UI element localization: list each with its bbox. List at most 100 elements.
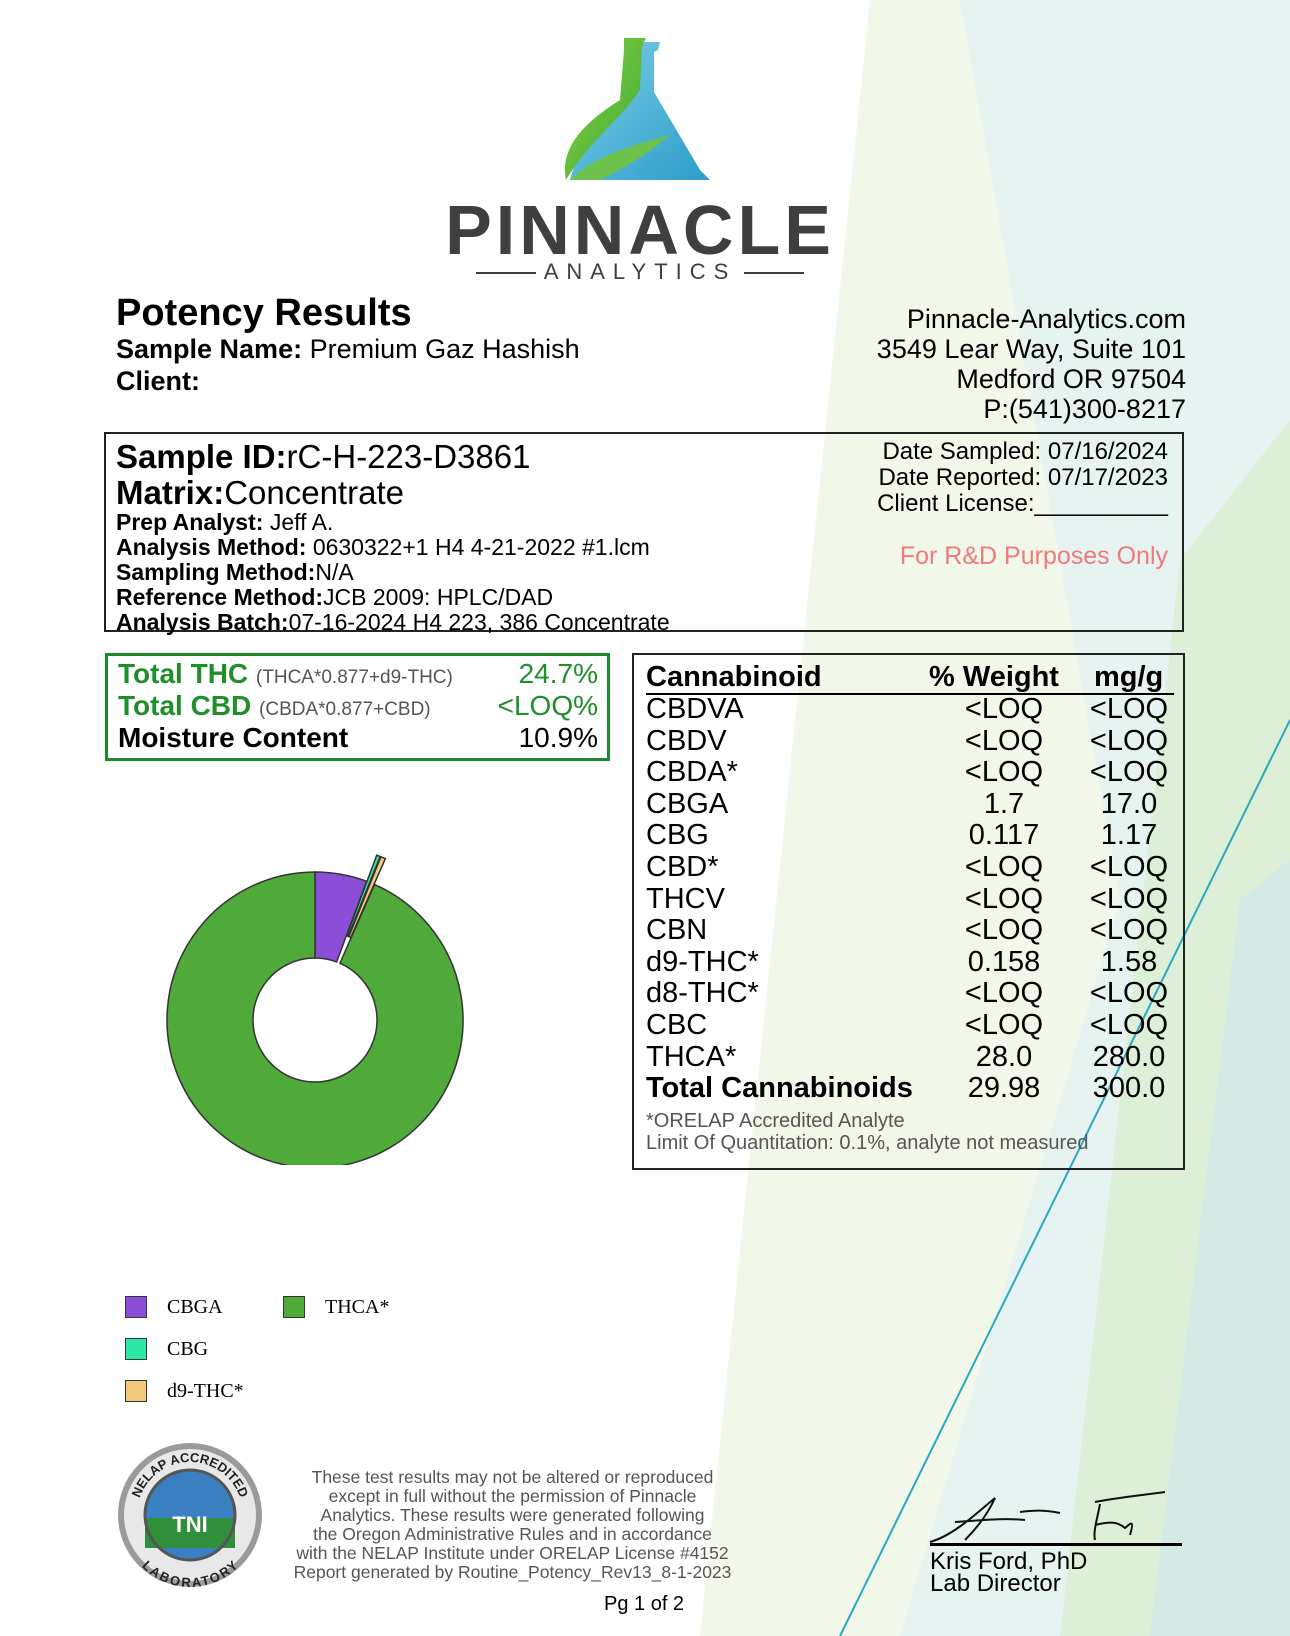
cannabinoid-table: Cannabinoid % Weight mg/g CBDVA <LOQ <LOQ C… [632,653,1185,1170]
sample-id-value: rC-H-223-D3861 [286,438,531,475]
sampling-method-row: Sampling Method:N/A [116,559,354,585]
accredited-note: *ORELAP Accredited Analyte [646,1110,905,1132]
client-row: Client: [116,366,200,397]
signer-name: Kris Ford, PhD [930,1548,1088,1575]
lab-street: 3549 Lear Way, Suite 101 [876,334,1186,364]
cannabinoid-mg: <LOQ [1089,724,1169,757]
reference-method-row: Reference Method:JCB 2009: HPLC/DAD [116,584,554,610]
sample-name-value: Premium Gaz Hashish [309,334,580,364]
sample-info-box: Sample ID:rC-H-223-D3861 Matrix:Concentr… [104,432,1184,635]
matrix-row: Matrix:Concentrate [116,474,404,512]
brand-name: PINNACLE [445,191,835,269]
cannabinoid-mg: <LOQ [1089,977,1169,1010]
cannabinoid-mg: <LOQ [1089,914,1169,947]
cannabinoid-mg: <LOQ [1089,1009,1169,1041]
cannabinoid-weight: 0.158 [967,945,1041,978]
donut-slice-thca [166,871,464,1165]
cannabinoid-mg: <LOQ [1089,882,1169,915]
header-rule [646,693,1174,695]
disclaimer: These test results may not be altered or… [293,1467,732,1582]
date-sampled-value: 07/16/2024 [1047,438,1168,465]
lab-phone: P:(541)300-8217 [983,394,1186,424]
brand-tagline: ANALYTICS [420,258,860,286]
prep-analyst-row: Prep Analyst: Jeff A. [116,509,334,535]
matrix-value: Concentrate [224,474,404,511]
total-mg: 300.0 [1092,1072,1166,1105]
sample-name-row: Sample Name: Premium Gaz Hashish [116,334,580,365]
legend-swatch [125,1296,147,1318]
cannabinoid-mg: <LOQ [1089,756,1169,789]
signature-line [930,1543,1182,1546]
cannabinoid-donut-chart [166,854,464,1165]
cannabinoid-name: CBG [646,819,709,852]
cannabinoid-name: THCA* [646,1040,737,1073]
header-weight: % Weight [929,661,1059,693]
sample-id-label: Sample ID: [116,438,287,475]
cannabinoid-mg: <LOQ [1089,693,1169,725]
loq-note: Limit Of Quantitation: 0.1%, analyte not… [646,1132,1089,1154]
cannabinoid-name: CBC [646,1009,708,1041]
cannabinoid-name: d8-THC* [646,977,759,1010]
client-license-row: Client License:__________ [877,490,1168,517]
total-thc-formula: (THCA*0.877+d9-THC) [255,667,453,688]
seal-center-text: TNI [172,1512,207,1537]
lab-city: Medford OR 97504 [956,364,1186,394]
cannabinoid-weight: <LOQ [964,882,1044,915]
total-label: Total Cannabinoids [646,1072,913,1105]
cannabinoid-weight: 1.7 [983,787,1025,820]
legend-label: d9-THC* [167,1380,244,1402]
cannabinoid-weight: <LOQ [964,977,1044,1010]
cannabinoid-weight: <LOQ [964,1009,1044,1041]
total-cbd-value: <LOQ% [497,690,598,721]
total-thc-value: 24.7% [518,658,598,689]
total-cbd-row: Total CBD (CBDA*0.877+CBD) <LOQ% [118,690,598,722]
cannabinoid-mg: 280.0 [1092,1040,1166,1073]
cannabinoid-weight: <LOQ [964,724,1044,757]
legend-swatch [125,1338,147,1360]
purpose-note: For R&D Purposes Only [899,542,1168,570]
date-reported-row: Date Reported: 07/17/2023 [878,464,1168,491]
legend-label: CBGA [167,1296,223,1318]
cannabinoid-mg: <LOQ [1089,851,1169,883]
cannabinoid-name: CBD* [646,851,719,883]
date-sampled-row: Date Sampled: 07/16/2024 [882,438,1168,465]
total-cbd-label: Total CBD [118,690,252,721]
lab-website: Pinnacle-Analytics.com [906,304,1186,334]
client-label: Client: [116,366,200,396]
total-thc-row: Total THC (THCA*0.877+d9-THC) 24.7% [118,658,598,690]
cannabinoid-weight: <LOQ [964,756,1044,789]
cannabinoid-mg: 17.0 [1100,787,1158,820]
cannabinoid-name: CBGA [646,787,729,820]
cannabinoid-name: THCV [646,882,725,915]
matrix-label: Matrix: [116,474,225,511]
header-mg: mg/g [1094,661,1164,693]
total-thc-label: Total THC [118,658,249,689]
nelap-seal: TNI NELAP ACCREDITED LABORATORY [118,1443,262,1590]
totals-box: Total THC (THCA*0.877+d9-THC) 24.7% Tota… [105,653,610,761]
sample-id-row: Sample ID:rC-H-223-D3861 [116,438,530,476]
cannabinoid-weight: 0.117 [968,819,1040,852]
moisture-row: Moisture Content 10.9% [118,722,598,754]
cannabinoid-weight: 28.0 [975,1040,1033,1073]
legend-label: THCA* [325,1296,390,1318]
cannabinoid-weight: <LOQ [964,914,1044,947]
flask-icon [564,38,710,180]
cannabinoid-mg: 1.58 [1100,945,1158,978]
page-number: Pg 1 of 2 [604,1593,685,1615]
date-reported-value: 07/17/2023 [1047,464,1168,491]
legend-swatch [283,1296,305,1318]
cannabinoid-weight: <LOQ [964,851,1044,883]
cannabinoid-mg: 1.17 [1100,819,1158,852]
cannabinoid-name: CBDVA [646,693,744,725]
legend-label: CBG [167,1338,209,1360]
cannabinoid-name: CBDA* [646,756,738,789]
header-cannabinoid: Cannabinoid [646,661,822,693]
cannabinoid-name: CBN [646,914,708,947]
cannabinoid-name: d9-THC* [646,945,759,978]
page-title: Potency Results [116,292,412,334]
total-cbd-formula: (CBDA*0.877+CBD) [259,699,431,720]
analysis-method-row: Analysis Method: 0630322+1 H4 4-21-2022 … [116,534,650,560]
signer-title: Lab Director [930,1570,1061,1597]
cannabinoid-name: CBDV [646,724,727,757]
pinnacle-logo: PINNACLE ANALYTICS [420,30,860,290]
